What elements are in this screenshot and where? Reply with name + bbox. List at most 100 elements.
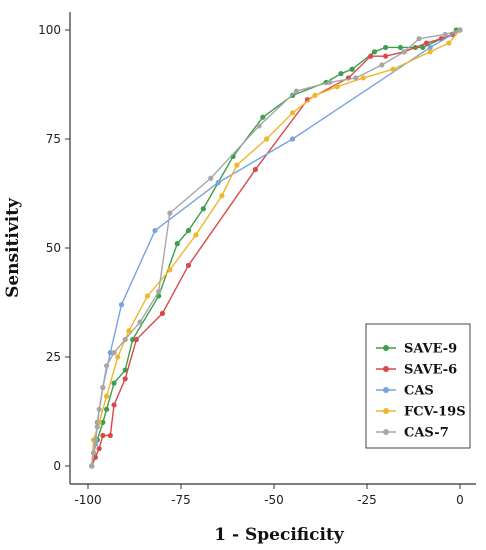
data-point: [416, 36, 422, 42]
data-point: [208, 175, 214, 181]
series-cas-7: [89, 27, 463, 469]
series-fcv-19s: [89, 27, 463, 469]
data-point: [156, 289, 162, 295]
legend-swatch-marker: [383, 429, 389, 435]
data-point: [144, 293, 151, 299]
series-line: [91, 29, 461, 467]
data-point: [107, 432, 113, 439]
data-point: [185, 227, 192, 234]
data-point: [133, 336, 139, 343]
data-point: [94, 424, 100, 430]
data-point: [104, 363, 110, 369]
data-point: [100, 432, 106, 439]
data-point: [263, 136, 270, 142]
data-point: [219, 193, 225, 199]
data-point: [260, 114, 266, 120]
data-point: [371, 49, 378, 55]
data-point: [442, 31, 448, 37]
data-point: [92, 437, 99, 443]
data-point: [174, 241, 180, 247]
data-point: [104, 406, 110, 412]
data-point: [92, 454, 99, 460]
data-point: [390, 66, 396, 72]
data-point: [193, 232, 199, 238]
data-point: [96, 406, 102, 412]
legend-label: CAS-7: [404, 426, 449, 441]
data-point: [90, 450, 97, 456]
data-point: [130, 336, 136, 343]
data-point: [126, 328, 132, 334]
data-point: [89, 463, 95, 469]
data-point: [423, 40, 430, 46]
data-point: [252, 166, 258, 173]
data-point: [383, 44, 389, 51]
data-point: [200, 206, 206, 212]
x-axis-title: 1 - Specificity: [214, 525, 345, 545]
data-point: [185, 262, 192, 269]
data-point: [368, 53, 374, 59]
series-line: [91, 29, 461, 467]
data-point: [349, 66, 355, 72]
data-point: [360, 75, 366, 81]
y-tick-label: 50: [46, 241, 61, 255]
data-point: [167, 210, 173, 216]
data-point: [379, 62, 385, 68]
y-axis-title: Sensitivity: [3, 197, 23, 298]
x-tick-label: -25: [357, 493, 377, 507]
data-point: [293, 88, 299, 94]
data-point: [100, 419, 106, 425]
data-point: [104, 393, 110, 399]
legend-label: SAVE-9: [404, 342, 457, 357]
data-point: [420, 44, 426, 51]
data-point: [427, 44, 433, 51]
data-point: [446, 40, 452, 46]
data-point: [111, 402, 117, 408]
data-point: [152, 227, 158, 234]
data-point: [427, 49, 433, 55]
data-point: [115, 354, 121, 360]
data-point: [312, 92, 318, 98]
y-tick-label: 0: [53, 459, 61, 473]
data-point: [234, 162, 240, 168]
data-point: [334, 84, 340, 90]
data-point: [118, 302, 125, 308]
data-point: [256, 123, 262, 129]
x-tick-label: -100: [74, 493, 101, 507]
data-point: [159, 310, 165, 316]
data-point: [122, 376, 128, 382]
data-point: [111, 350, 117, 356]
data-point: [215, 180, 221, 186]
x-tick-label: 0: [456, 493, 464, 507]
data-point: [383, 53, 389, 59]
data-point: [327, 79, 333, 85]
legend-swatch-marker: [383, 345, 389, 351]
data-point: [122, 336, 128, 343]
data-point: [338, 71, 344, 77]
y-tick-label: 25: [46, 350, 61, 364]
data-point: [353, 75, 359, 81]
legend-label: FCV-19S: [404, 405, 466, 420]
data-point: [290, 110, 296, 116]
legend-label: SAVE-6: [404, 363, 457, 378]
data-point: [100, 384, 106, 391]
data-point: [111, 380, 117, 386]
legend-swatch-marker: [383, 366, 389, 372]
legend: SAVE-9 SAVE-6 CAS FCV-19S CAS-7: [365, 323, 471, 449]
y-tick-label: 100: [38, 23, 61, 37]
data-point: [457, 27, 463, 33]
data-point: [122, 367, 128, 373]
data-point: [137, 319, 143, 325]
data-point: [397, 44, 404, 51]
x-tick-label: -75: [171, 493, 191, 507]
legend-label: CAS: [404, 384, 434, 399]
legend-swatch-marker: [383, 408, 389, 414]
data-point: [401, 49, 407, 55]
legend-swatch-marker: [383, 387, 389, 393]
data-point: [290, 136, 296, 142]
data-point: [167, 267, 173, 273]
data-point: [107, 350, 113, 356]
y-tick-label: 75: [46, 132, 61, 146]
data-point: [96, 445, 102, 452]
x-tick-label: -50: [264, 493, 284, 507]
